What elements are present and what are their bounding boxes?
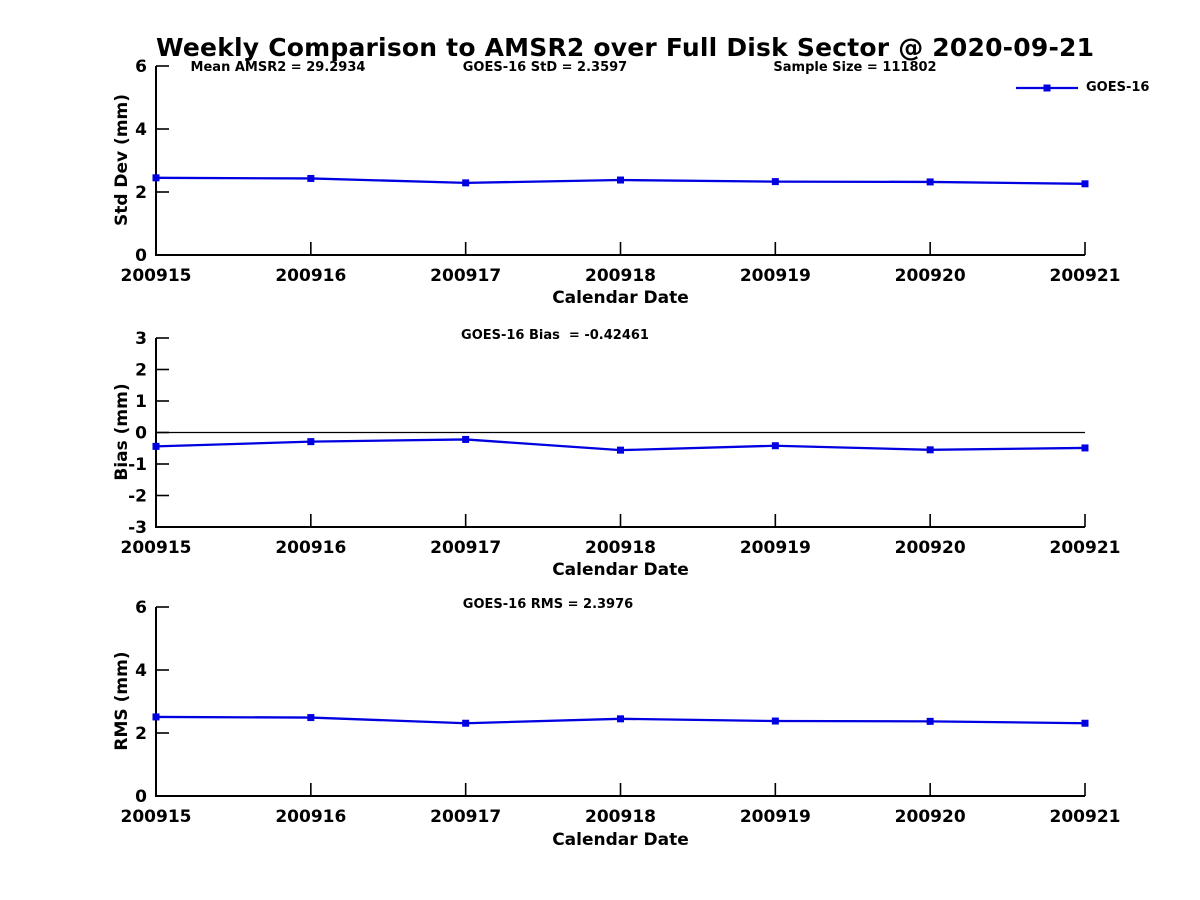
x-axis-label-calendar-date-2: Calendar Date [552, 560, 689, 580]
data-point [462, 719, 470, 727]
data-point [307, 174, 315, 182]
annotation-goes16-bias: GOES-16 Bias = -0.42461 [461, 328, 649, 343]
data-point [1081, 180, 1089, 188]
y-tick-label: -2 [128, 487, 147, 507]
x-tick-label: 200916 [275, 807, 346, 827]
data-point [617, 715, 624, 723]
data-point [462, 179, 470, 187]
x-tick-label: 200921 [1050, 538, 1121, 558]
data-point [307, 438, 315, 446]
annotation-mean-amsr2: Mean AMSR2 = 29.2934 [190, 60, 366, 75]
x-axis-label-calendar-date-3: Calendar Date [552, 830, 689, 850]
y-tick-label: 4 [135, 120, 147, 140]
data-point [617, 176, 624, 184]
x-tick-label: 200920 [895, 538, 966, 558]
x-tick-label: 200918 [585, 807, 656, 827]
x-tick-label: 200921 [1050, 266, 1121, 286]
y-tick-label: 0 [135, 424, 147, 444]
legend-label: GOES-16 [1086, 80, 1150, 95]
data-point [926, 717, 934, 725]
legend-marker-icon [1043, 84, 1051, 92]
axis [155, 607, 1085, 797]
y-tick-label: 4 [135, 661, 147, 681]
y-tick-label: 2 [135, 183, 147, 203]
data-point [307, 714, 315, 722]
data-point [1081, 719, 1089, 727]
data-point [771, 717, 779, 725]
data-point [771, 442, 779, 450]
x-tick-label: 200920 [895, 807, 966, 827]
y-tick-label: 6 [135, 57, 147, 77]
x-tick-label: 200915 [121, 266, 192, 286]
data-point [1081, 444, 1089, 452]
annotation-goes16-std: GOES-16 StD = 2.3597 [462, 60, 628, 75]
annotation-goes16-rms: GOES-16 RMS = 2.3976 [462, 597, 634, 612]
data-point [152, 174, 160, 182]
y-tick-label: 3 [135, 329, 147, 349]
x-tick-label: 200916 [275, 538, 346, 558]
x-tick-label: 200919 [740, 266, 811, 286]
x-tick-label: 200915 [121, 538, 192, 558]
data-point [771, 178, 779, 186]
x-tick-label: 200916 [275, 266, 346, 286]
x-tick-label: 200921 [1050, 807, 1121, 827]
x-tick-label: 200917 [430, 807, 501, 827]
x-axis-label-calendar-date-1: Calendar Date [552, 288, 689, 308]
data-point [926, 178, 934, 186]
y-tick-label: 2 [135, 361, 147, 381]
x-tick-label: 200917 [430, 538, 501, 558]
x-tick-label: 200919 [740, 807, 811, 827]
y-axis-label-rms: RMS (mm) [112, 651, 132, 751]
x-tick-label: 200920 [895, 266, 966, 286]
x-tick-label: 200918 [585, 538, 656, 558]
y-tick-label: 1 [135, 392, 147, 412]
axis [155, 66, 1085, 256]
x-tick-label: 200918 [585, 266, 656, 286]
figure-title: Weekly Comparison to AMSR2 over Full Dis… [156, 33, 1095, 62]
data-point [462, 435, 470, 443]
x-tick-label: 200915 [121, 807, 192, 827]
y-tick-label: 0 [135, 787, 147, 807]
data-point [152, 713, 160, 721]
data-point [926, 446, 934, 454]
y-tick-label: 2 [135, 724, 147, 744]
x-tick-label: 200917 [430, 266, 501, 286]
annotation-sample-size: Sample Size = 111802 [773, 60, 937, 75]
y-tick-label: -1 [128, 455, 147, 475]
data-point [152, 442, 160, 450]
y-tick-label: 0 [135, 246, 147, 266]
y-axis-label-stddev: Std Dev (mm) [112, 93, 132, 227]
data-point [617, 446, 624, 454]
y-axis-label-bias: Bias (mm) [112, 383, 132, 481]
y-tick-label: -3 [128, 518, 147, 538]
x-tick-label: 200919 [740, 538, 811, 558]
y-tick-label: 6 [135, 598, 147, 618]
